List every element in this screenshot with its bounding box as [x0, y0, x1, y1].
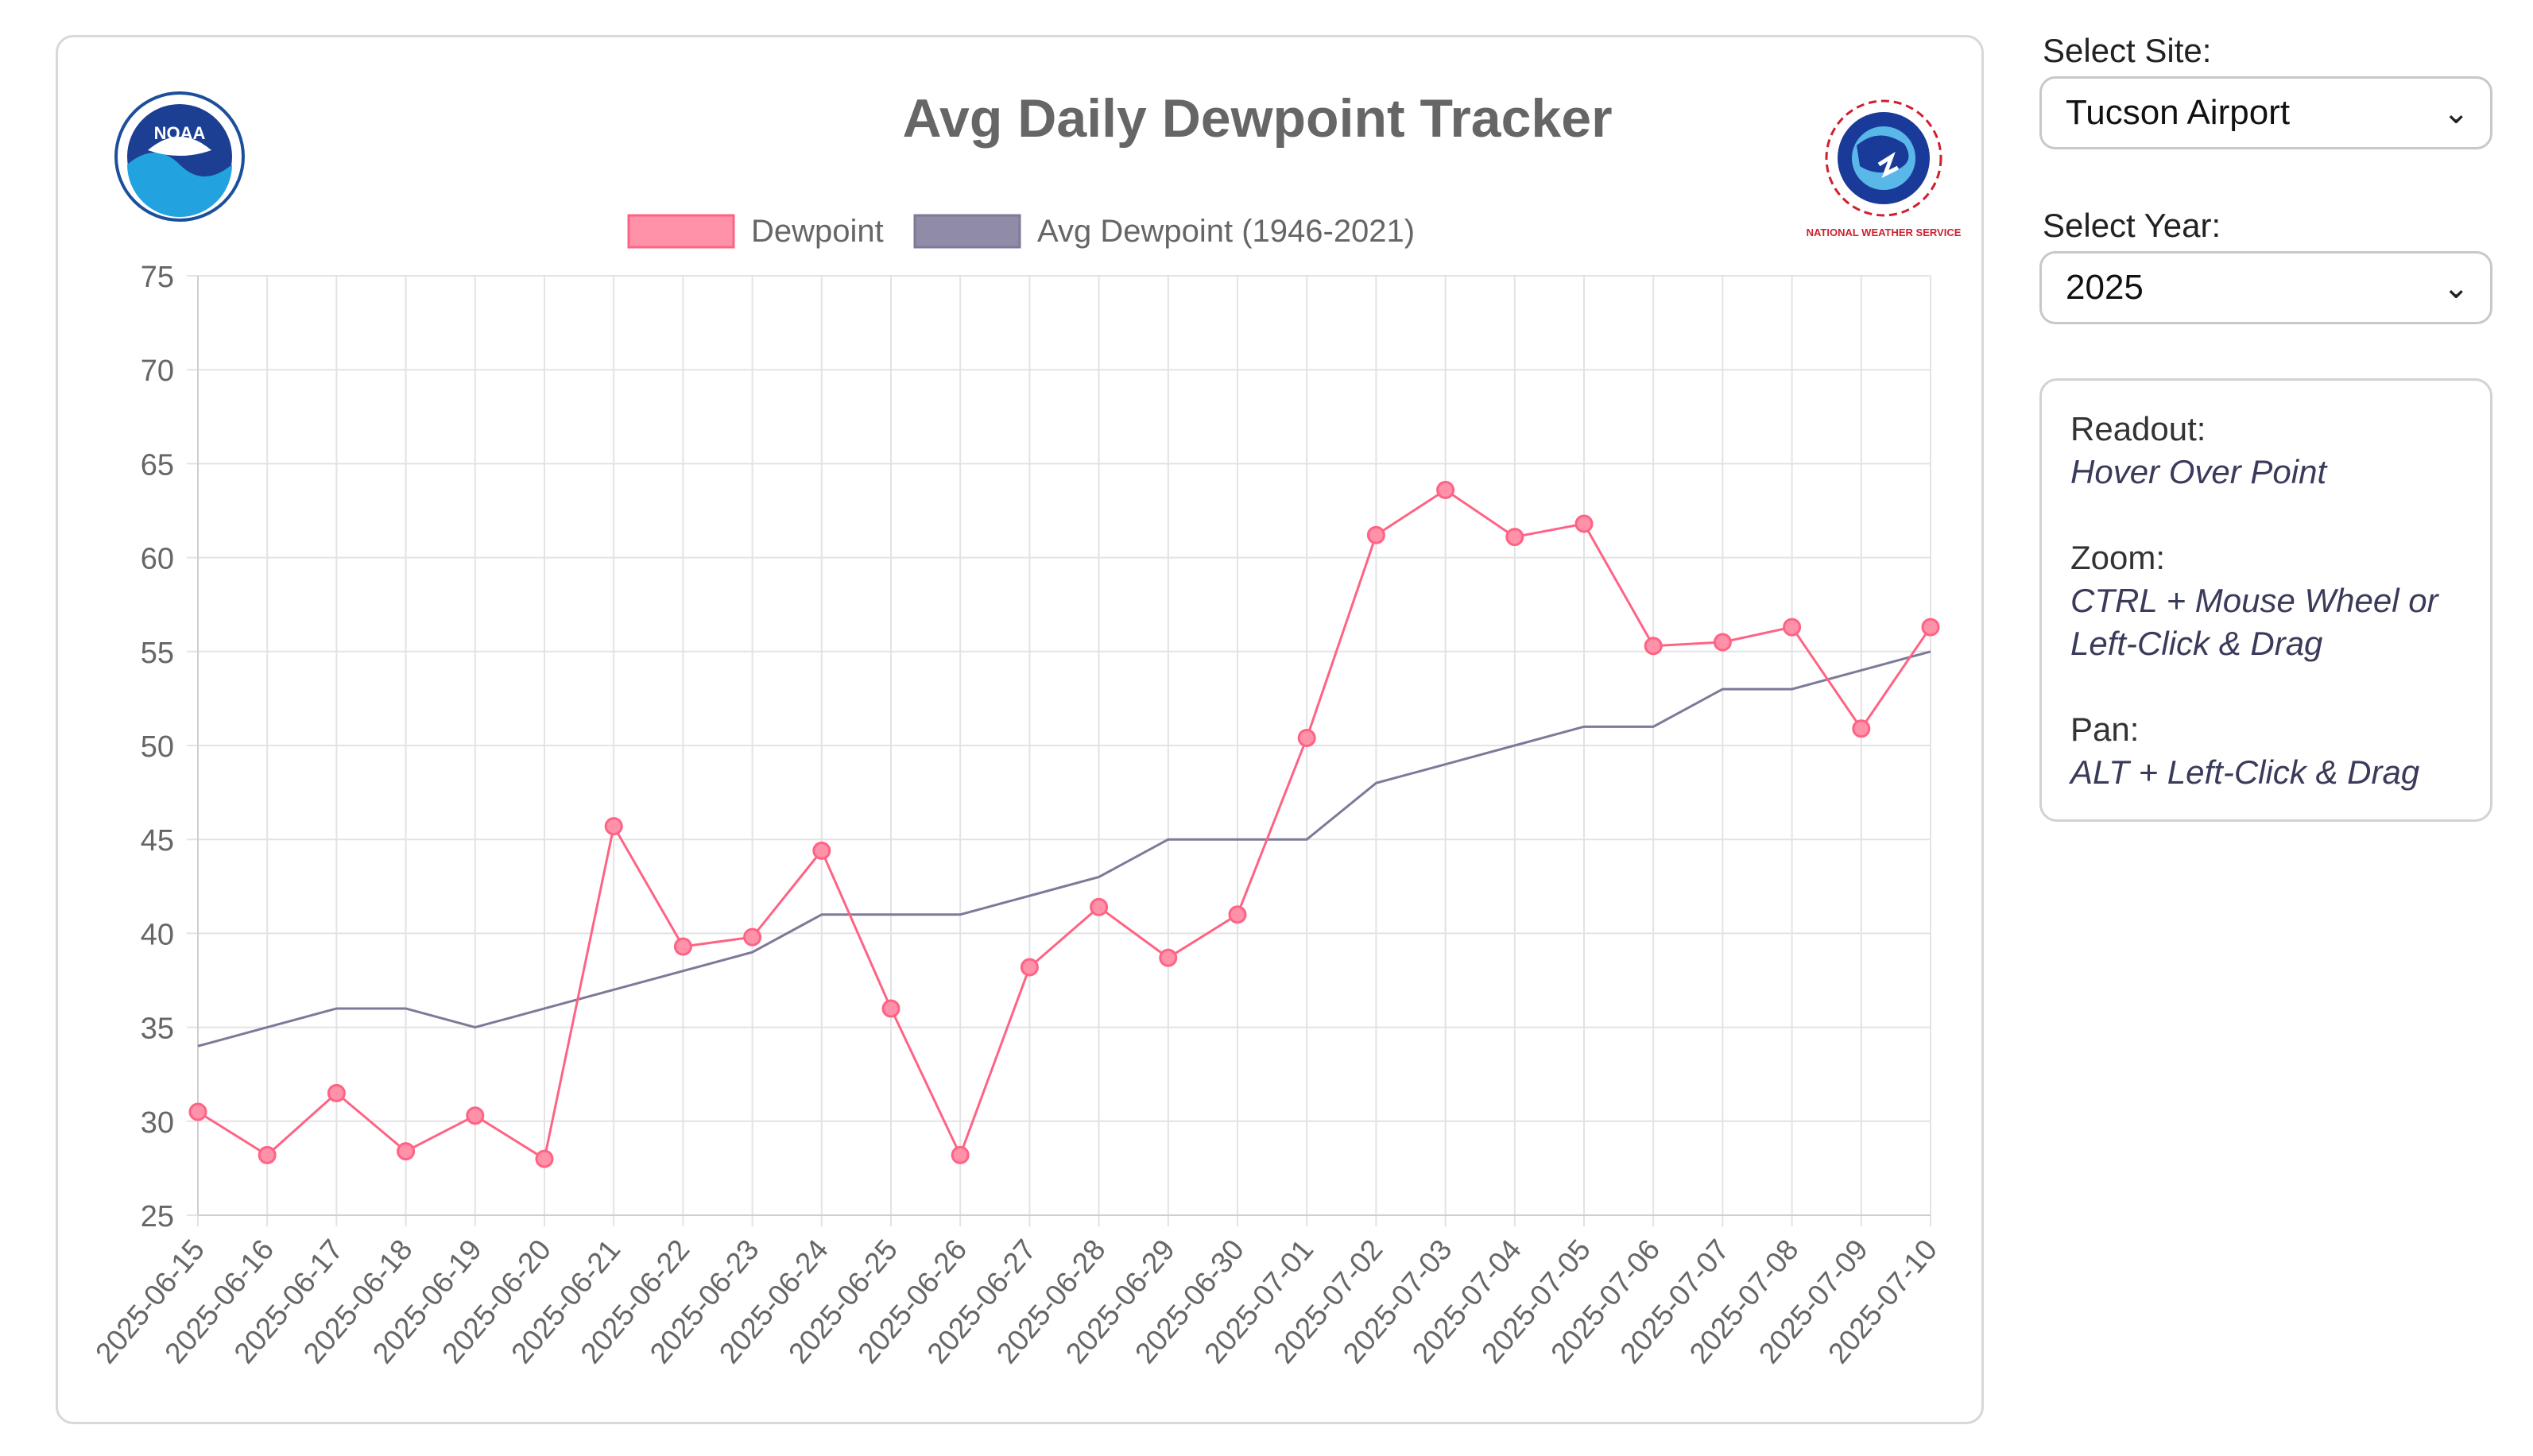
y-tick-label: 40	[141, 918, 174, 951]
y-tick-label: 70	[141, 354, 174, 388]
y-tick-label: 25	[141, 1200, 174, 1233]
data-point-dewpoint[interactable]	[1228, 905, 1247, 924]
data-point-dewpoint[interactable]	[1090, 897, 1109, 916]
zoom-block: Zoom: CTRL + Mouse Wheel or Left-Click &…	[2070, 536, 2461, 665]
data-point-dewpoint[interactable]	[466, 1106, 485, 1125]
site-select-value: Tucson Airport	[2066, 93, 2291, 132]
data-point-dewpoint[interactable]	[1436, 480, 1455, 499]
data-point-dewpoint[interactable]	[951, 1145, 970, 1164]
data-point-dewpoint[interactable]	[743, 927, 762, 947]
zoom-value-line2: Left-Click & Drag	[2070, 625, 2323, 662]
readout-value: Hover Over Point	[2070, 453, 2327, 490]
data-point-dewpoint[interactable]	[1921, 618, 1940, 637]
data-point-dewpoint[interactable]	[188, 1102, 207, 1121]
data-point-dewpoint[interactable]	[812, 841, 831, 860]
plot-area: 25303540455055606570752025-06-152025-06-…	[89, 261, 1943, 1369]
site-label: Select Site:	[2043, 32, 2212, 69]
y-tick-label: 75	[141, 261, 174, 294]
pan-block: Pan: ALT + Left-Click & Drag	[2070, 708, 2461, 794]
data-point-dewpoint[interactable]	[1644, 637, 1663, 656]
noaa-logo: NOAA	[114, 91, 245, 222]
series-line-avg-dewpoint	[197, 650, 1931, 1047]
data-point-dewpoint[interactable]	[1159, 948, 1178, 967]
chevron-down-icon: ⌄	[2442, 95, 2469, 130]
chart-card: Avg Daily Dewpoint Tracker NOAA NATIONAL…	[56, 35, 1984, 1424]
year-select-value: 2025	[2066, 268, 2144, 307]
pan-label: Pan:	[2070, 711, 2140, 748]
year-select[interactable]: 2025 ⌄	[2039, 251, 2492, 324]
data-point-dewpoint[interactable]	[673, 937, 692, 956]
site-select[interactable]: Tucson Airport ⌄	[2039, 76, 2492, 149]
legend-swatch-dewpoint	[627, 214, 735, 249]
info-panel: Readout: Hover Over Point Zoom: CTRL + M…	[2039, 378, 2492, 822]
data-point-dewpoint[interactable]	[1505, 528, 1524, 547]
data-point-dewpoint[interactable]	[881, 999, 900, 1018]
data-point-dewpoint[interactable]	[1852, 719, 1871, 738]
legend-item-avg-dewpoint[interactable]: Avg Dewpoint (1946-2021)	[913, 214, 1415, 249]
data-point-dewpoint[interactable]	[1713, 633, 1732, 652]
legend-label-avg-dewpoint: Avg Dewpoint (1946-2021)	[1037, 214, 1415, 249]
data-point-dewpoint[interactable]	[604, 817, 623, 836]
y-tick-label: 45	[141, 824, 174, 858]
y-tick-label: 35	[141, 1013, 174, 1046]
nws-logo-text: NATIONAL WEATHER SERVICE	[1807, 227, 1962, 238]
data-point-dewpoint[interactable]	[258, 1145, 277, 1164]
data-point-dewpoint[interactable]	[1297, 729, 1316, 748]
readout-label: Readout:	[2070, 410, 2206, 447]
zoom-label: Zoom:	[2070, 539, 2166, 576]
y-tick-label: 30	[141, 1106, 174, 1140]
data-point-dewpoint[interactable]	[327, 1083, 346, 1102]
series-line-dewpoint	[197, 488, 1932, 1161]
chevron-down-icon: ⌄	[2442, 270, 2469, 305]
y-tick-label: 60	[141, 543, 174, 576]
chart-legend: Dewpoint Avg Dewpoint (1946-2021)	[627, 214, 1415, 249]
legend-swatch-avg-dewpoint	[913, 214, 1021, 249]
legend-label-dewpoint: Dewpoint	[751, 214, 884, 249]
noaa-logo-text: NOAA	[154, 123, 206, 143]
data-point-dewpoint[interactable]	[1783, 618, 1802, 637]
dewpoint-chart[interactable]: Avg Daily Dewpoint Tracker NOAA NATIONAL…	[58, 37, 1986, 1427]
side-panel: Select Site: Tucson Airport ⌄ Select Yea…	[2039, 32, 2492, 822]
readout-block: Readout: Hover Over Point	[2070, 408, 2461, 494]
y-tick-label: 65	[141, 448, 174, 482]
data-point-dewpoint[interactable]	[535, 1149, 554, 1168]
legend-item-dewpoint[interactable]: Dewpoint	[627, 214, 884, 249]
data-point-dewpoint[interactable]	[1366, 525, 1385, 544]
zoom-value-line1: CTRL + Mouse Wheel or	[2070, 582, 2438, 619]
pan-value: ALT + Left-Click & Drag	[2070, 753, 2420, 791]
chart-title: Avg Daily Dewpoint Tracker	[902, 88, 1612, 149]
data-point-dewpoint[interactable]	[1020, 958, 1039, 977]
data-point-dewpoint[interactable]	[1574, 514, 1594, 533]
y-tick-label: 55	[141, 637, 174, 670]
y-tick-label: 50	[141, 730, 174, 764]
year-label: Select Year:	[2043, 207, 2221, 244]
nws-logo: NATIONAL WEATHER SERVICE	[1807, 93, 1962, 238]
data-point-dewpoint[interactable]	[397, 1142, 416, 1161]
